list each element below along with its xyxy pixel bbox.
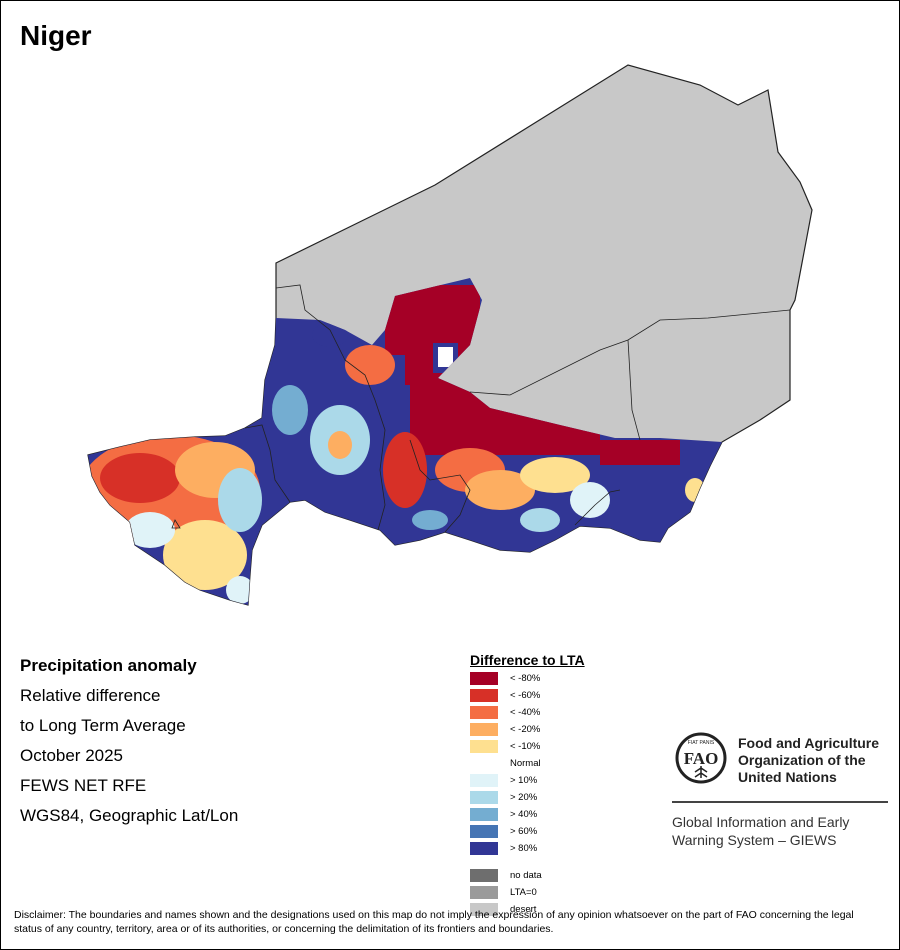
fao-logo-motto: FIAT PANIS [688,740,715,746]
anomaly-zone [125,512,175,548]
legend-swatch [470,808,498,821]
anomaly-zone [100,453,180,503]
legend-item: no data [470,869,542,882]
giews-label-line: Global Information and Early [672,814,850,830]
organization-name-line: Organization of the [738,752,866,768]
legend-item: LTA=0 [470,886,537,899]
legend-label: < -40% [510,707,541,718]
anomaly-zone [385,285,480,355]
legend-swatch [470,886,498,899]
legend-swatch [470,842,498,855]
organization-name: Food and Agriculture Organization of the… [738,735,879,786]
anomaly-zone [312,323,348,347]
legend-item: < -10% [470,740,540,753]
legend-label: > 80% [510,843,538,854]
anomaly-zone [383,432,427,508]
legend-item: > 10% [470,774,537,787]
legend-item: desert [470,903,536,916]
legend-label: > 60% [510,826,538,837]
divider [672,801,888,803]
legend-label: no data [510,870,542,881]
legend-label: Normal [510,758,541,769]
legend-swatch [470,869,498,882]
map-info: Precipitation anomaly Relative differenc… [20,656,238,836]
legend-label: < -10% [510,741,541,752]
legend-item: < -40% [470,706,540,719]
product-name: Precipitation anomaly [20,656,197,675]
disclaimer: Disclaimer: The boundaries and names sho… [14,909,854,935]
legend-swatch [470,706,498,719]
anomaly-zone [218,468,262,532]
legend-item: > 80% [470,842,537,855]
legend-label: LTA=0 [510,887,537,898]
legend-item: < -20% [470,723,540,736]
legend-title: Difference to LTA [470,652,585,668]
admin-boundaries [171,284,791,533]
legend-item: < -80% [470,672,540,685]
legend-swatch [470,903,498,916]
legend-label: desert [510,904,537,915]
giews-label: Global Information and Early Warning Sys… [672,813,849,849]
legend-label: < -60% [510,690,541,701]
legend-item: > 40% [470,808,537,821]
legend-label: < -20% [510,724,541,735]
product-description-line1: Relative difference [20,686,161,705]
organization-name-line: Food and Agriculture [738,735,880,751]
legend-swatch [470,740,498,753]
region-boundary [244,424,291,503]
anomaly-zone [163,520,247,590]
legend-swatch [470,723,498,736]
anomaly-zone [600,440,680,465]
data-source: FEWS NET RFE [20,776,147,795]
legend-swatch [470,774,498,787]
map-canvas [87,64,813,606]
anomaly-zone [465,470,535,510]
anomaly-zone [226,576,254,604]
legend-label: > 10% [510,775,538,786]
anomaly-zone [272,385,308,435]
region-boundary [409,439,471,533]
anomaly-zone [520,508,560,532]
legend-swatch [470,791,498,804]
map-title: Niger [20,20,92,51]
legend-label: < -80% [510,673,541,684]
anomaly-zone [328,431,352,459]
region-boundary [627,339,641,441]
legend-swatch [470,689,498,702]
legend: Difference to LTA < -80% < -60% < -40% < -2… [470,652,585,916]
organization-name-line: United Nations [738,769,837,785]
legend-swatch [470,757,498,770]
giews-label-line: Warning System – GIEWS [672,832,837,848]
legend-item: < -60% [470,689,540,702]
region-boundary [574,489,621,526]
product-period: October 2025 [20,746,124,765]
legend-swatch [470,672,498,685]
anomaly-zone [438,347,453,367]
region-boundary [275,284,386,531]
legend-item: > 60% [470,825,537,838]
anomaly-zone [570,482,610,518]
legend-label: > 40% [510,809,538,820]
fao-logo-icon: FAO FIAT PANIS [675,732,727,784]
anomaly-zone [520,457,590,493]
legend-swatch [470,825,498,838]
legend-item: Normal [470,757,541,770]
projection: WGS84, Geographic Lat/Lon [20,806,239,825]
anomaly-zone [345,345,395,385]
fao-logo-text: FAO [684,749,719,768]
anomaly-zone [685,478,705,502]
anomaly-zone [412,510,448,530]
legend-label: > 20% [510,792,538,803]
region-boundary [171,519,181,529]
legend-item: > 20% [470,791,537,804]
product-description-line2: to Long Term Average [20,716,186,735]
region-boundary [469,309,791,396]
